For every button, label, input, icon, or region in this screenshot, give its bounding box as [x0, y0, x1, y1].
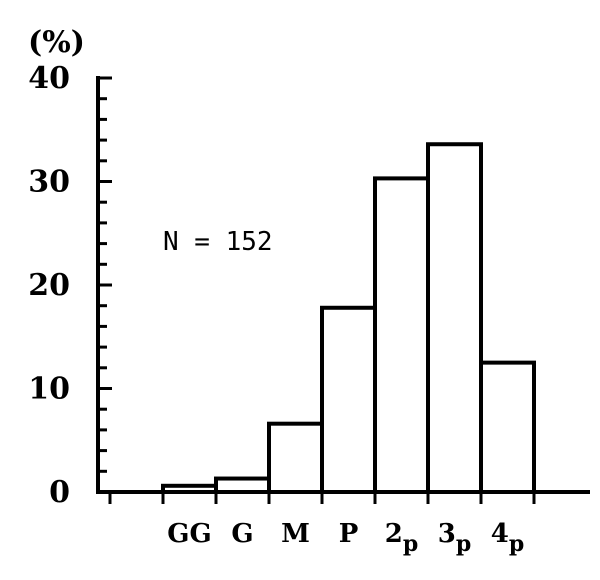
bar-4 — [373, 176, 430, 495]
y-tick-label: 0 — [49, 475, 70, 510]
y-tick-label: 30 — [28, 165, 70, 200]
y-tick-label: 20 — [28, 268, 70, 303]
bar-6 — [479, 360, 536, 494]
axes-layer — [96, 76, 590, 504]
sample-size-annotation: N = 152 — [163, 227, 273, 257]
bar-1 — [214, 476, 271, 495]
x-tick-label-2: M — [281, 519, 310, 549]
bar-5 — [426, 142, 483, 495]
x-tick-label-5: 3p — [438, 519, 471, 557]
bar-2 — [267, 421, 324, 494]
x-tick-label-0: GG — [167, 519, 211, 549]
y-tick-label: 10 — [28, 372, 70, 407]
bars-layer — [161, 142, 536, 495]
x-tick-label-1: G — [231, 519, 253, 549]
x-tick-label-4: 2p — [385, 519, 418, 557]
y-tick-label: 40 — [28, 61, 70, 96]
x-tick-label-3: P — [339, 519, 359, 549]
y-axis-label: (%) — [28, 25, 85, 60]
x-tick-label-6: 4p — [491, 519, 524, 557]
bar-3 — [320, 305, 377, 494]
